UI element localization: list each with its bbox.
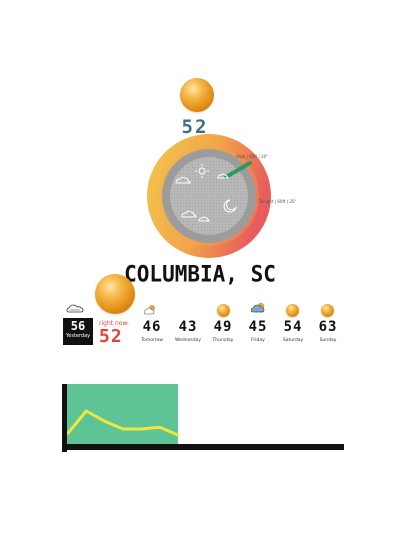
yesterday-tile[interactable]: 56 Yesterday	[63, 318, 93, 345]
cloud-icon	[198, 216, 210, 222]
chart-y-axis	[62, 384, 67, 452]
sun-icon	[321, 304, 334, 317]
yesterday-label: Yesterday	[65, 333, 91, 339]
current-temperature: 52	[181, 116, 209, 138]
sun-icon	[217, 304, 230, 317]
dial-indicator	[224, 161, 252, 179]
forecast-day-tomorrow[interactable]: 46 Tomorrow	[132, 320, 172, 344]
cloud-icon	[181, 210, 197, 218]
dial-tonight-label: Tonight | 60ft | 35°	[259, 199, 297, 204]
forecast-day-sunday[interactable]: 63 Sunday	[308, 320, 348, 344]
right-now-label: right now:	[99, 320, 130, 327]
cloud-icon	[175, 176, 191, 184]
chart-x-axis	[62, 444, 344, 450]
day-temperature: 54	[283, 319, 303, 335]
day-label: Saturday	[282, 338, 304, 343]
sun-icon	[286, 304, 299, 317]
chart-series-line	[66, 409, 180, 437]
storm-cloud-icon	[251, 302, 265, 313]
sun-orb-icon	[180, 78, 214, 112]
day-temperature: 63	[318, 319, 338, 335]
day-temperature: 49	[213, 319, 233, 335]
cloud-icon	[217, 173, 229, 179]
forecast-day-thursday[interactable]: 49 Thursday	[203, 320, 243, 344]
day-label: Wednesday	[174, 338, 202, 343]
day-temperature: 45	[248, 319, 268, 335]
moon-icon	[223, 199, 237, 213]
city-title: COLUMBIA, SC	[124, 261, 276, 287]
temperature-dial	[147, 134, 271, 258]
right-now-temperature: 52	[99, 326, 123, 347]
day-label: Tomorrow	[141, 338, 163, 343]
day-label: Sunday	[319, 338, 337, 343]
cloud-icon	[66, 304, 84, 313]
sun-icon	[195, 164, 209, 178]
day-temperature: 46	[142, 319, 162, 335]
sun-orb-icon	[95, 274, 135, 314]
day-label: Thursday	[212, 338, 234, 343]
temperature-trend-chart	[62, 384, 344, 452]
day-temperature: 43	[178, 319, 198, 335]
forecast-day-wednesday[interactable]: 43 Wednesday	[168, 320, 208, 344]
partly-sunny-icon	[144, 305, 155, 315]
forecast-day-saturday[interactable]: 54 Saturday	[273, 320, 313, 344]
day-label: Friday	[251, 338, 265, 343]
yesterday-temperature: 56	[70, 319, 86, 333]
dial-high-label: High | 60ft | 16°	[236, 154, 269, 159]
forecast-day-friday[interactable]: 45 Friday	[238, 320, 278, 344]
